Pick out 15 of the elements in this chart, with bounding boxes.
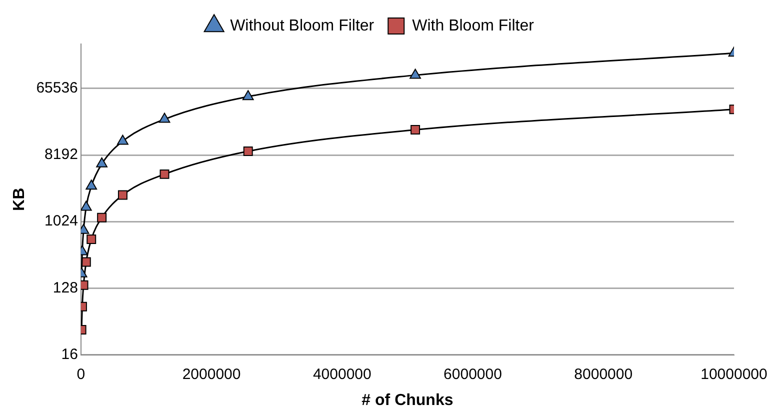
x-tick-label: 10000000 (700, 366, 768, 383)
x-tick-label: 2000000 (182, 366, 241, 383)
y-tick-label: 65536 (36, 80, 78, 97)
y-tick-label: 16 (61, 346, 78, 363)
y-axis-title: KB (11, 188, 28, 211)
legend-label: With Bloom Filter (412, 17, 535, 34)
y-tick-label: 8192 (44, 146, 78, 164)
x-tick-label: 6000000 (444, 366, 502, 383)
y-tick-label: 1024 (44, 212, 78, 230)
x-tick-label: 0 (76, 366, 86, 383)
y-tick-label: 128 (52, 279, 78, 296)
legend-label: Without Bloom Filter (230, 17, 375, 34)
x-tick-label: 4000000 (312, 366, 372, 383)
x-tick-label: 8000000 (574, 366, 633, 383)
x-axis-title: # of Chunks (362, 392, 454, 409)
